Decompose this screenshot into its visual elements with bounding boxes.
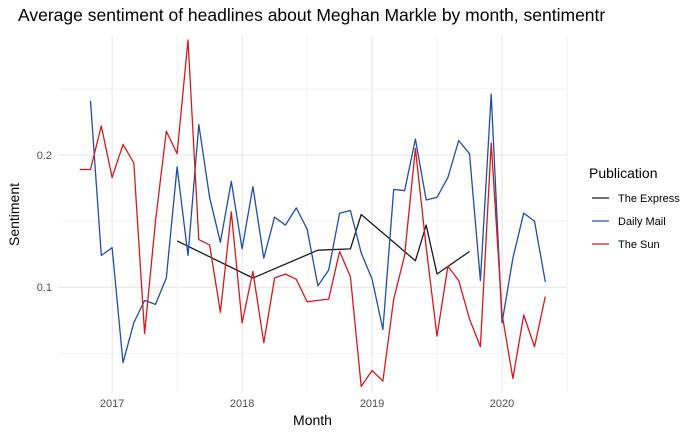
plot-panel	[58, 36, 567, 393]
y-tick-label: 0.2	[37, 150, 52, 162]
series-lines	[79, 39, 546, 388]
series-line-the-express	[176, 213, 470, 279]
legend-title: Publication	[589, 165, 658, 181]
series-line-the-sun	[79, 39, 546, 388]
x-tick-label: 2019	[360, 398, 384, 410]
legend-label-the-express: The Express	[618, 193, 680, 205]
legend-label-daily-mail: Daily Mail	[618, 216, 666, 228]
x-tick-label: 2017	[100, 398, 124, 410]
x-tick-label: 2020	[490, 398, 514, 410]
chart-title: Average sentiment of headlines about Meg…	[18, 5, 606, 25]
x-axis-title: Month	[293, 412, 332, 428]
series-line-daily-mail	[89, 93, 546, 364]
legend-label-the-sun: The Sun	[618, 239, 660, 251]
y-tick-label: 0.1	[37, 282, 52, 294]
x-tick-label: 2018	[230, 398, 254, 410]
legend: Publication The Express Daily Mail The Sun	[589, 165, 680, 251]
y-axis-title: Sentiment	[6, 183, 22, 246]
tick-labels: 0.1 0.2 2017 2018 2019 2020	[37, 150, 515, 410]
